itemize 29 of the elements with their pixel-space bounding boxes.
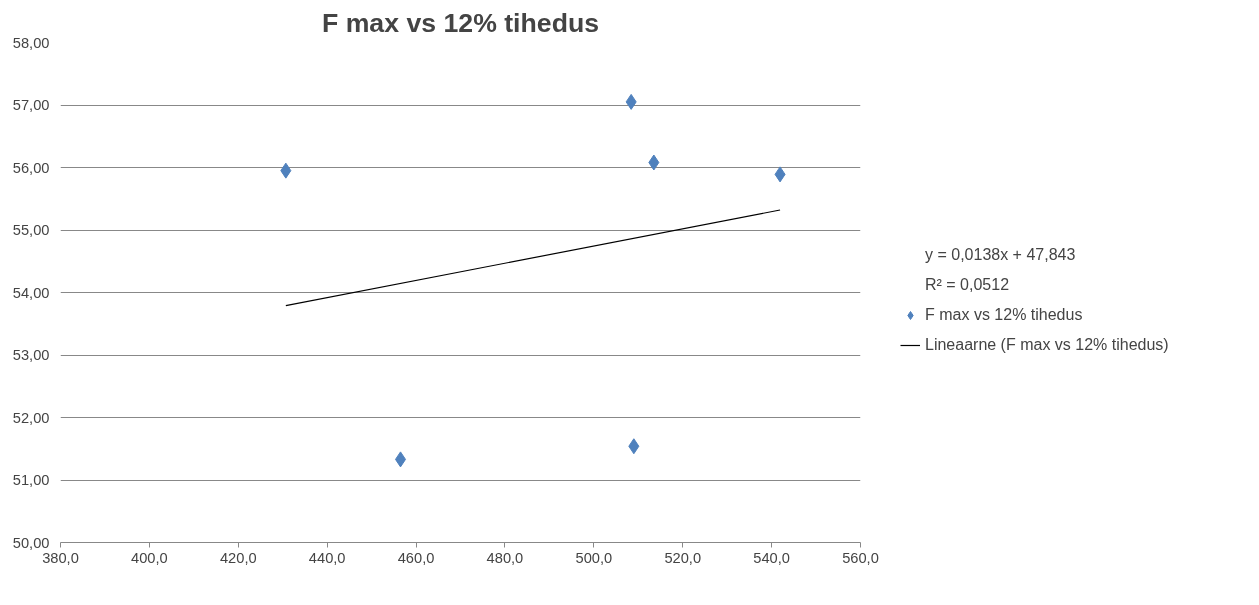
- text: R² = 0,0512: [925, 275, 1010, 294]
- x-tick-label: 380,0: [42, 549, 79, 566]
- text: y = 0,0138x + 47,843: [925, 245, 1076, 264]
- point: [625, 93, 637, 110]
- x-tick-label: 440,0: [308, 549, 346, 566]
- x-tick-label: 400,0: [131, 549, 168, 566]
- x-tick-label: 460,0: [397, 549, 435, 566]
- y-tick-label: 58,00: [12, 34, 50, 51]
- x-tick-label: 540,0: [753, 549, 790, 566]
- y-tick-label: 52,00: [12, 409, 50, 426]
- y-tick-label: 54,00: [12, 284, 50, 301]
- legend-label: Lineaarne (F max vs 12% tihedus): [925, 335, 1169, 354]
- x-tick-label: 480,0: [486, 549, 524, 566]
- x-tick-label: 420,0: [219, 549, 257, 566]
- y-tick-label: 57,00: [12, 97, 50, 113]
- chart-title: F max vs 12% tihedus: [321, 7, 600, 38]
- point: [280, 162, 292, 179]
- y-tick-label: 51,00: [12, 472, 50, 488]
- point: [648, 154, 660, 171]
- y-tick-label: 50,00: [12, 534, 50, 551]
- x-tick-label: 500,0: [575, 549, 613, 566]
- legend-label: F max vs 12% tihedus: [925, 305, 1083, 324]
- point: [628, 438, 640, 455]
- y-tick-label: 56,00: [12, 159, 50, 176]
- y-tick-label: 55,00: [12, 222, 50, 238]
- x-tick-label: 520,0: [664, 549, 702, 566]
- point: [774, 166, 786, 183]
- y-tick-label: 53,00: [12, 347, 50, 363]
- x-tick-label: 560,0: [842, 549, 879, 566]
